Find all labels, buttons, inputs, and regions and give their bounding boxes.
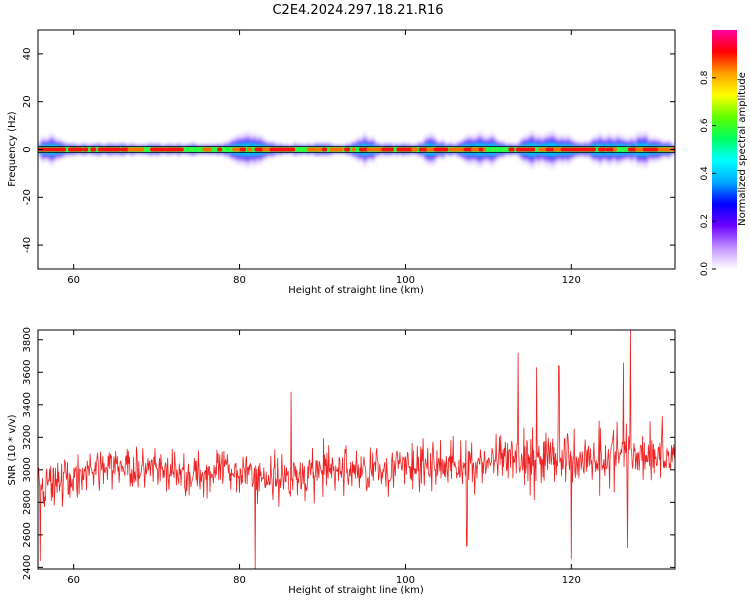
heatmap-peak — [612, 147, 617, 152]
snr-background — [38, 330, 675, 569]
heatmap-peak — [120, 147, 130, 152]
snr-x-ticks: 60 80 100 120 — [67, 330, 581, 586]
spectrogram-panel: 60 80 100 120 40 20 0 -20 -40 Height of straigh… — [7, 29, 676, 296]
colorbar-tick-label: 0.6 — [700, 118, 710, 133]
spectrogram-x-axis-label: Height of straight line (km) — [288, 285, 424, 296]
snr-series-line — [38, 330, 675, 569]
heatmap-peak — [433, 147, 449, 152]
heatmap-peak — [261, 147, 272, 152]
y-tick-label: 2400 — [22, 555, 33, 580]
heatmap-peak — [321, 147, 328, 152]
heatmap-peak — [508, 147, 515, 152]
y-tick-label: 3200 — [22, 425, 33, 450]
heatmap-peak — [82, 147, 89, 152]
colorbar-gradient — [712, 30, 737, 269]
heatmap-peak — [478, 147, 484, 152]
heatmap-peak — [90, 147, 97, 152]
y-tick-label: 3000 — [22, 457, 33, 482]
y-tick-label: 0 — [22, 146, 33, 152]
heatmap-peak — [545, 147, 556, 152]
heatmap-peak — [67, 147, 84, 152]
snr-x-axis-label: Height of straight line (km) — [288, 585, 424, 596]
y-tick-label: 3600 — [22, 360, 33, 385]
y-tick-label: 2600 — [22, 522, 33, 547]
y-tick-label: -20 — [22, 189, 33, 205]
spectrogram-x-ticks: 60 80 100 120 — [67, 30, 581, 286]
heatmap-core — [38, 147, 675, 152]
x-tick-label: 60 — [67, 575, 80, 586]
heatmap-peak — [650, 147, 660, 152]
spectrogram-y-ticks: 40 20 0 -20 -40 — [22, 48, 675, 253]
heatmap-peak — [135, 147, 145, 152]
x-tick-label: 120 — [562, 275, 581, 286]
colorbar-tick-label: 0.0 — [700, 262, 710, 277]
heatmap-peak — [538, 147, 548, 152]
heatmap-peak — [388, 147, 394, 152]
heatmap-peak — [112, 147, 121, 152]
heatmap-peak — [344, 147, 351, 152]
y-tick-label: 3400 — [22, 392, 33, 417]
snr-panel: 60 80 100 120 2400 2600 2800 3000 3200 3400 3600 3… — [7, 327, 676, 596]
heatmap-peak — [239, 147, 247, 152]
snr-y-axis-label: SNR (10 * v/v) — [7, 414, 18, 485]
heatmap-peak — [314, 147, 322, 152]
x-tick-label: 120 — [562, 575, 581, 586]
spectrogram-y-axis-label: Frequency (Hz) — [7, 111, 18, 187]
colorbar-tick-label: 0.4 — [700, 166, 710, 181]
colorbar-tick-label: 0.2 — [700, 214, 710, 228]
x-tick-label: 80 — [233, 575, 246, 586]
heatmap-peak — [411, 147, 419, 152]
heatmap-peak — [217, 147, 223, 152]
colorbar: 0.0 0.2 0.4 0.6 0.8 Normalized spectral ampl… — [700, 30, 748, 276]
heatmap-peak — [284, 147, 296, 152]
heatmap-peak — [523, 147, 533, 152]
y-tick-label: 3800 — [22, 327, 33, 352]
heatmap-peak — [172, 147, 184, 152]
colorbar-ticks: 0.0 0.2 0.4 0.6 0.8 — [700, 70, 716, 276]
heatmap-peak — [157, 147, 167, 152]
heatmap-peak — [60, 147, 66, 152]
y-tick-label: -40 — [22, 237, 33, 253]
y-tick-label: 20 — [22, 95, 33, 108]
x-tick-label: 60 — [67, 275, 80, 286]
heatmap-peak — [597, 147, 607, 152]
heatmap-peak — [336, 147, 344, 152]
snr-frame — [37, 329, 676, 570]
colorbar-tick-label: 0.8 — [700, 70, 710, 85]
colorbar-label: Normalized spectral amplitude — [737, 72, 748, 226]
heatmap-peak — [351, 147, 356, 152]
x-tick-label: 100 — [396, 575, 415, 586]
x-tick-label: 100 — [396, 275, 415, 286]
heatmap-peak — [590, 147, 596, 152]
heatmap-peak — [276, 147, 287, 152]
heatmap-peak — [247, 147, 253, 152]
heatmap-peak — [530, 147, 536, 152]
figure-title: C2E4.2024.297.18.21.R16 — [272, 3, 443, 18]
spectrogram-heatmap — [38, 130, 675, 169]
y-tick-label: 2800 — [22, 490, 33, 515]
x-tick-label: 80 — [233, 275, 246, 286]
heatmap-peak — [202, 147, 213, 152]
snr-y-ticks: 2400 2600 2800 3000 3200 3400 3600 3800 — [22, 327, 675, 580]
y-tick-label: 40 — [22, 48, 33, 61]
